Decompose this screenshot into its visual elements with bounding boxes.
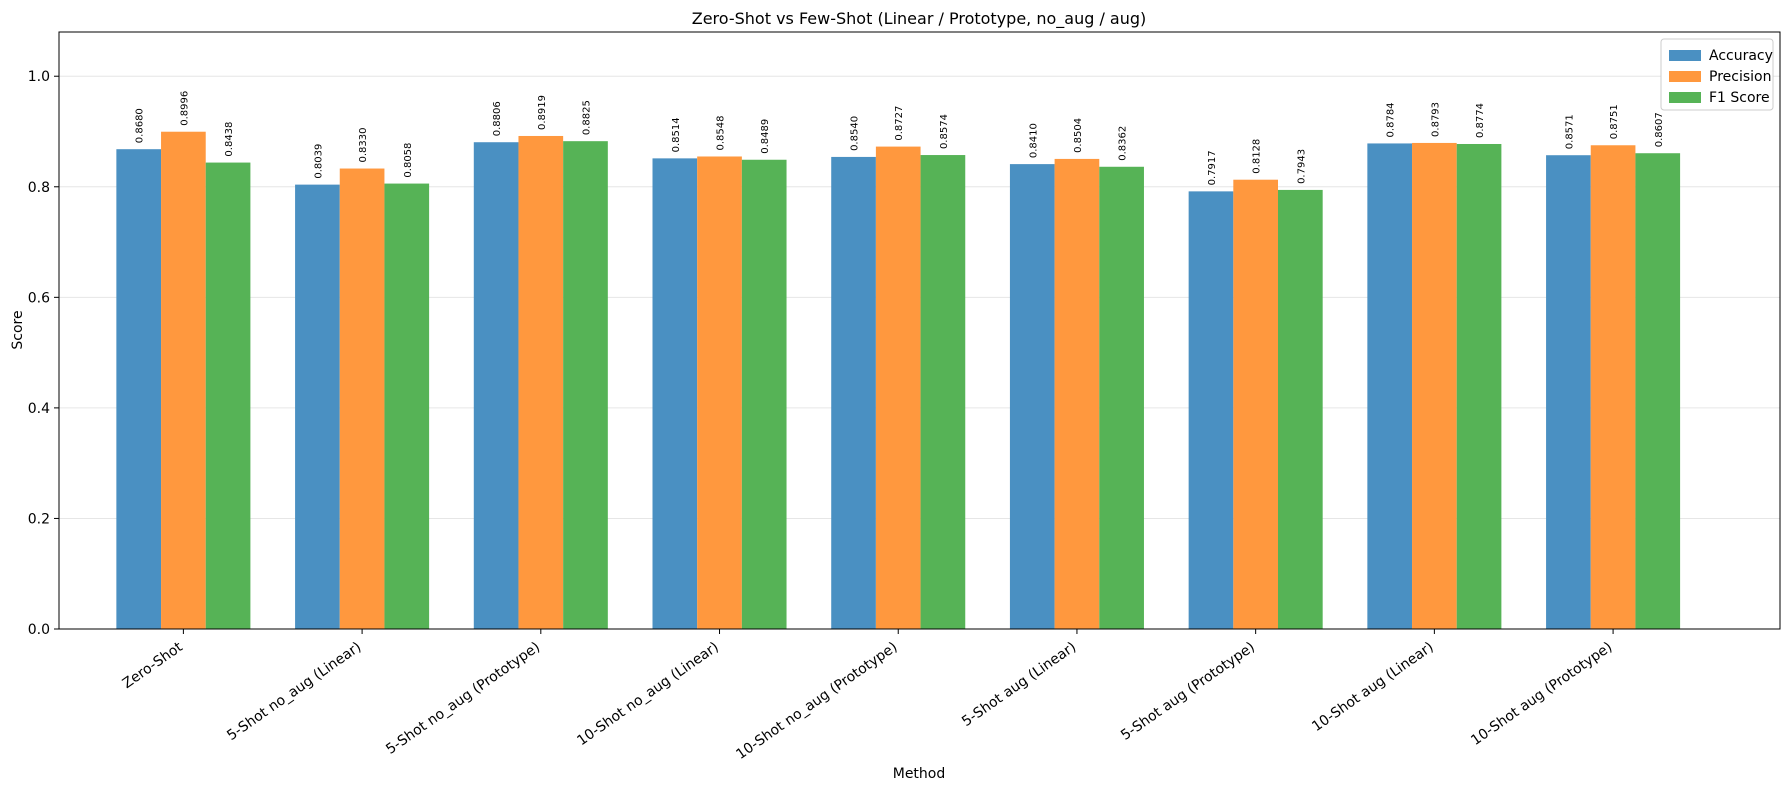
bar xyxy=(1412,142,1457,629)
x-tick-label: 5-Shot aug (Linear) xyxy=(959,639,1079,730)
bar xyxy=(1277,189,1323,630)
bar xyxy=(1456,143,1502,629)
x-tick-label: 10-Shot aug (Prototype) xyxy=(1468,639,1615,749)
value-label: 0.8996 xyxy=(179,91,190,126)
y-tick-label: 0.4 xyxy=(28,401,50,417)
legend-swatch xyxy=(1669,92,1701,103)
bar xyxy=(563,141,608,629)
y-tick-label: 1.0 xyxy=(28,69,50,85)
bar xyxy=(339,168,385,629)
bar xyxy=(875,146,921,630)
bar xyxy=(295,184,340,629)
bar xyxy=(116,149,162,629)
bar xyxy=(1635,153,1681,629)
bar xyxy=(1590,145,1636,629)
value-label: 0.8919 xyxy=(537,95,548,130)
bar xyxy=(920,155,966,629)
value-label: 0.8793 xyxy=(1430,102,1441,137)
value-label: 0.8128 xyxy=(1252,139,1263,174)
value-label: 0.8825 xyxy=(581,100,592,135)
y-tick-label: 0.2 xyxy=(28,511,50,527)
value-label: 0.8680 xyxy=(135,108,146,143)
value-label: 0.8058 xyxy=(403,143,414,178)
plot-frame xyxy=(58,31,1781,630)
value-label: 0.8574 xyxy=(939,114,950,149)
value-label: 0.8806 xyxy=(492,101,503,136)
chart-title: Zero-Shot vs Few-Shot (Linear / Prototyp… xyxy=(692,9,1147,29)
value-label: 0.8039 xyxy=(313,144,324,179)
bar xyxy=(1188,191,1234,629)
value-label: 0.8571 xyxy=(1564,114,1575,149)
bar xyxy=(473,142,519,630)
value-label: 0.8607 xyxy=(1654,112,1665,147)
value-label: 0.8751 xyxy=(1609,104,1620,139)
bar xyxy=(652,158,698,630)
x-tick-label: 5-Shot no_aug (Prototype) xyxy=(383,639,543,758)
legend-label: Accuracy xyxy=(1709,48,1773,64)
bar xyxy=(831,156,876,629)
x-axis-label: Method xyxy=(893,766,946,782)
x-tick-label: 10-Shot aug (Linear) xyxy=(1309,639,1436,735)
value-label: 0.8548 xyxy=(716,115,727,150)
bar xyxy=(1546,155,1591,629)
value-label: 0.8438 xyxy=(224,122,235,157)
bar xyxy=(1367,143,1413,629)
value-label: 0.8774 xyxy=(1475,103,1486,138)
value-label: 0.8727 xyxy=(894,106,905,141)
bar xyxy=(161,131,206,629)
legend-label: F1 Score xyxy=(1709,90,1770,106)
value-label: 0.7943 xyxy=(1296,149,1307,184)
bar xyxy=(741,159,787,629)
value-label: 0.8784 xyxy=(1386,102,1397,137)
legend-swatch xyxy=(1669,50,1701,61)
value-label: 0.8489 xyxy=(760,119,771,154)
y-tick-label: 0.8 xyxy=(28,180,50,196)
bar xyxy=(1009,164,1055,629)
bar xyxy=(1099,166,1144,630)
bar xyxy=(518,135,564,630)
x-tick-label: 10-Shot no_aug (Linear) xyxy=(574,639,721,749)
bar xyxy=(205,162,251,630)
bar xyxy=(384,183,430,630)
legend-swatch xyxy=(1669,71,1701,82)
x-tick-label: Zero-Shot xyxy=(120,639,186,692)
value-label: 0.8514 xyxy=(671,117,682,152)
x-tick-label: 5-Shot aug (Prototype) xyxy=(1118,639,1258,744)
x-tick-label: 10-Shot no_aug (Prototype) xyxy=(733,639,900,763)
bar xyxy=(697,156,742,630)
bar xyxy=(1233,179,1278,630)
y-tick-label: 0.0 xyxy=(28,622,50,638)
y-tick-label: 0.6 xyxy=(28,290,50,306)
y-axis-label: Score xyxy=(10,310,26,349)
value-label: 0.8330 xyxy=(358,128,369,163)
value-label: 0.8504 xyxy=(1073,118,1084,153)
value-label: 0.8362 xyxy=(1118,126,1129,161)
value-label: 0.8540 xyxy=(850,116,861,151)
bar xyxy=(1054,158,1100,629)
value-label: 0.7917 xyxy=(1207,150,1218,185)
legend-label: Precision xyxy=(1709,69,1771,85)
x-tick-label: 5-Shot no_aug (Linear) xyxy=(224,639,364,744)
value-label: 0.8410 xyxy=(1028,123,1039,158)
